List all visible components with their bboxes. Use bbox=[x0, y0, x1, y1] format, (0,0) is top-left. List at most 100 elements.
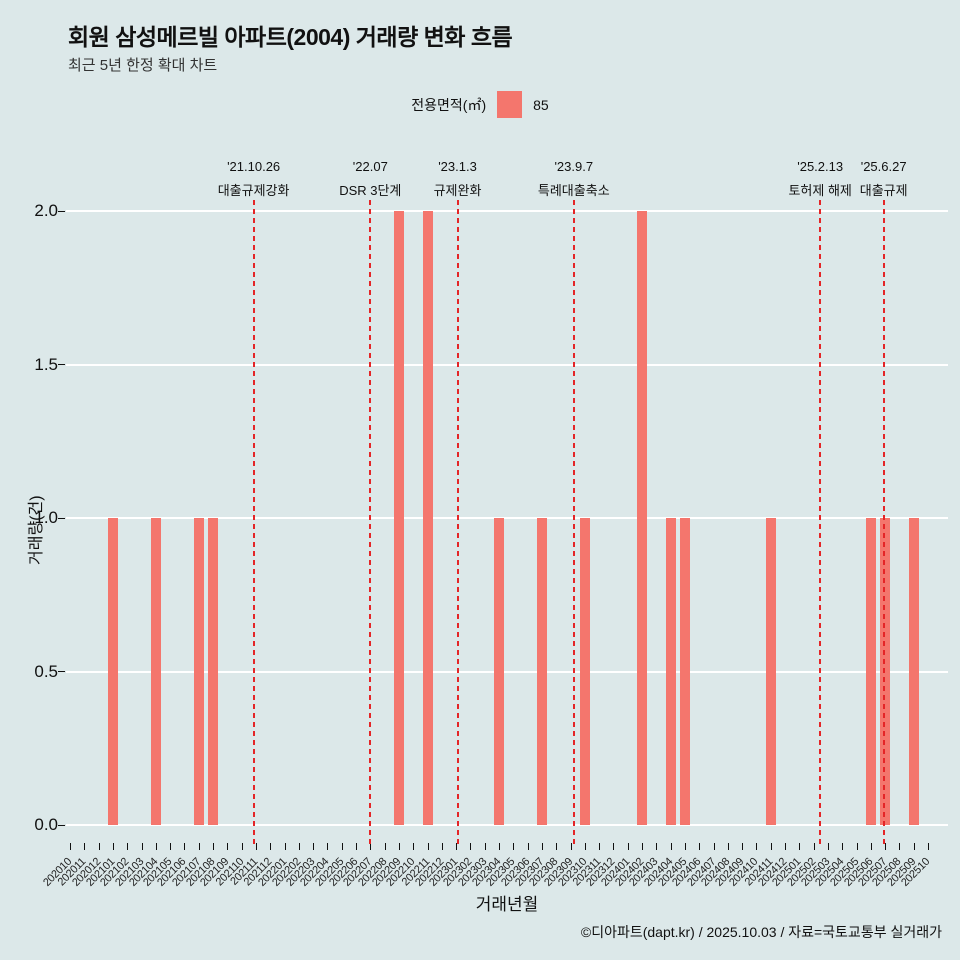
bar bbox=[393, 211, 404, 825]
x-tick-mark bbox=[556, 843, 558, 850]
x-tick-mark bbox=[241, 843, 243, 850]
x-tick-mark bbox=[899, 843, 901, 850]
x-tick-mark bbox=[198, 843, 200, 850]
x-tick-mark bbox=[513, 843, 515, 850]
gridline bbox=[66, 210, 948, 212]
x-tick-mark bbox=[785, 843, 786, 850]
x-tick-mark bbox=[913, 843, 915, 850]
x-tick-mark bbox=[656, 843, 658, 850]
x-tick-mark bbox=[541, 843, 543, 850]
x-tick-mark bbox=[499, 843, 500, 850]
x-tick-mark bbox=[684, 843, 686, 850]
x-tick-mark bbox=[327, 843, 329, 850]
x-tick-mark bbox=[770, 843, 772, 850]
x-tick-mark bbox=[885, 843, 887, 850]
bar bbox=[679, 518, 690, 825]
bar bbox=[494, 518, 504, 825]
x-tick-mark bbox=[756, 843, 758, 850]
regulation-event-line bbox=[572, 200, 575, 848]
gridline bbox=[66, 363, 948, 366]
bar bbox=[637, 211, 647, 825]
x-tick-mark bbox=[356, 843, 357, 850]
x-tick-mark bbox=[642, 843, 643, 850]
annotation-date: '25.6.27 bbox=[860, 159, 907, 174]
bar bbox=[536, 518, 547, 825]
bar bbox=[107, 518, 118, 825]
bar bbox=[665, 518, 676, 825]
x-tick-mark bbox=[155, 843, 157, 850]
footer-credit: ©디아파트(dapt.kr) / 2025.10.03 / 자료=국토교통부 실… bbox=[580, 924, 942, 940]
regulation-event-line bbox=[882, 200, 885, 848]
x-tick-mark bbox=[255, 843, 257, 850]
bar bbox=[208, 518, 218, 825]
x-tick-mark bbox=[799, 843, 801, 850]
y-tick-label: 0.0 bbox=[34, 815, 58, 834]
legend-swatch-85 bbox=[497, 91, 523, 118]
y-tick-mark bbox=[58, 364, 65, 365]
annotation-label: 규제완화 bbox=[433, 183, 482, 198]
x-tick-mark bbox=[599, 843, 601, 850]
x-tick-mark bbox=[470, 843, 472, 850]
y-tick-label: 0.5 bbox=[34, 661, 58, 681]
bar bbox=[865, 518, 876, 825]
x-tick-mark bbox=[313, 843, 315, 850]
x-tick-mark bbox=[742, 843, 744, 850]
annotation-label: 특례대출축소 bbox=[537, 183, 610, 198]
bar bbox=[150, 518, 161, 825]
x-tick-mark bbox=[184, 843, 186, 850]
y-tick-label: 2.0 bbox=[34, 201, 58, 220]
x-tick-mark bbox=[270, 843, 272, 850]
x-tick-mark bbox=[856, 843, 858, 850]
x-tick-mark bbox=[570, 843, 572, 850]
legend-value: 85 bbox=[533, 96, 549, 113]
x-tick-mark bbox=[84, 843, 86, 850]
x-tick-mark bbox=[427, 843, 429, 850]
x-tick-mark bbox=[141, 843, 143, 850]
x-tick-mark bbox=[699, 843, 701, 850]
x-tick-mark bbox=[298, 843, 300, 850]
x-tick-mark bbox=[727, 843, 729, 850]
gridline bbox=[66, 824, 948, 826]
x-tick-mark bbox=[213, 843, 214, 850]
x-tick-mark bbox=[842, 843, 844, 850]
annotation-label: 대출규제강화 bbox=[217, 183, 290, 198]
regulation-event-line bbox=[252, 200, 255, 848]
gridline bbox=[66, 517, 948, 519]
y-axis-label: 거래량(건) bbox=[28, 495, 45, 565]
x-tick-mark bbox=[928, 843, 929, 850]
bar bbox=[422, 211, 433, 825]
annotation-label: DSR 3단계 bbox=[339, 183, 402, 198]
x-tick-mark bbox=[227, 843, 229, 850]
x-tick-mark bbox=[670, 843, 672, 850]
gridline bbox=[66, 670, 948, 673]
regulation-event-line bbox=[456, 200, 459, 848]
regulation-event-line bbox=[369, 200, 372, 848]
y-tick-mark bbox=[58, 824, 65, 826]
regulation-event-line bbox=[819, 200, 822, 848]
x-tick-mark bbox=[827, 843, 829, 850]
x-tick-mark bbox=[170, 843, 172, 850]
x-axis-label: 거래년월 bbox=[475, 895, 539, 914]
x-tick-mark bbox=[627, 843, 629, 850]
x-tick-mark bbox=[413, 843, 415, 850]
x-tick-mark bbox=[870, 843, 872, 850]
y-tick-label: 1.5 bbox=[34, 354, 58, 374]
y-tick-mark bbox=[58, 517, 65, 519]
annotation-date: '23.1.3 bbox=[438, 159, 477, 174]
bar bbox=[579, 518, 590, 825]
x-tick-mark bbox=[527, 843, 529, 850]
x-tick-mark bbox=[398, 843, 400, 850]
annotation-date: '22.07 bbox=[352, 159, 388, 174]
annotation-label: 대출규제 bbox=[859, 183, 908, 198]
annotation-label: 토허제 해제 bbox=[788, 183, 852, 198]
x-tick-mark bbox=[441, 843, 443, 850]
x-tick-mark bbox=[127, 843, 129, 850]
annotation-date: '23.9.7 bbox=[554, 159, 594, 174]
x-tick-mark bbox=[98, 843, 100, 850]
x-tick-mark bbox=[584, 843, 586, 850]
x-tick-mark bbox=[341, 843, 343, 850]
x-tick-mark bbox=[484, 843, 486, 850]
x-tick-mark bbox=[70, 843, 71, 850]
